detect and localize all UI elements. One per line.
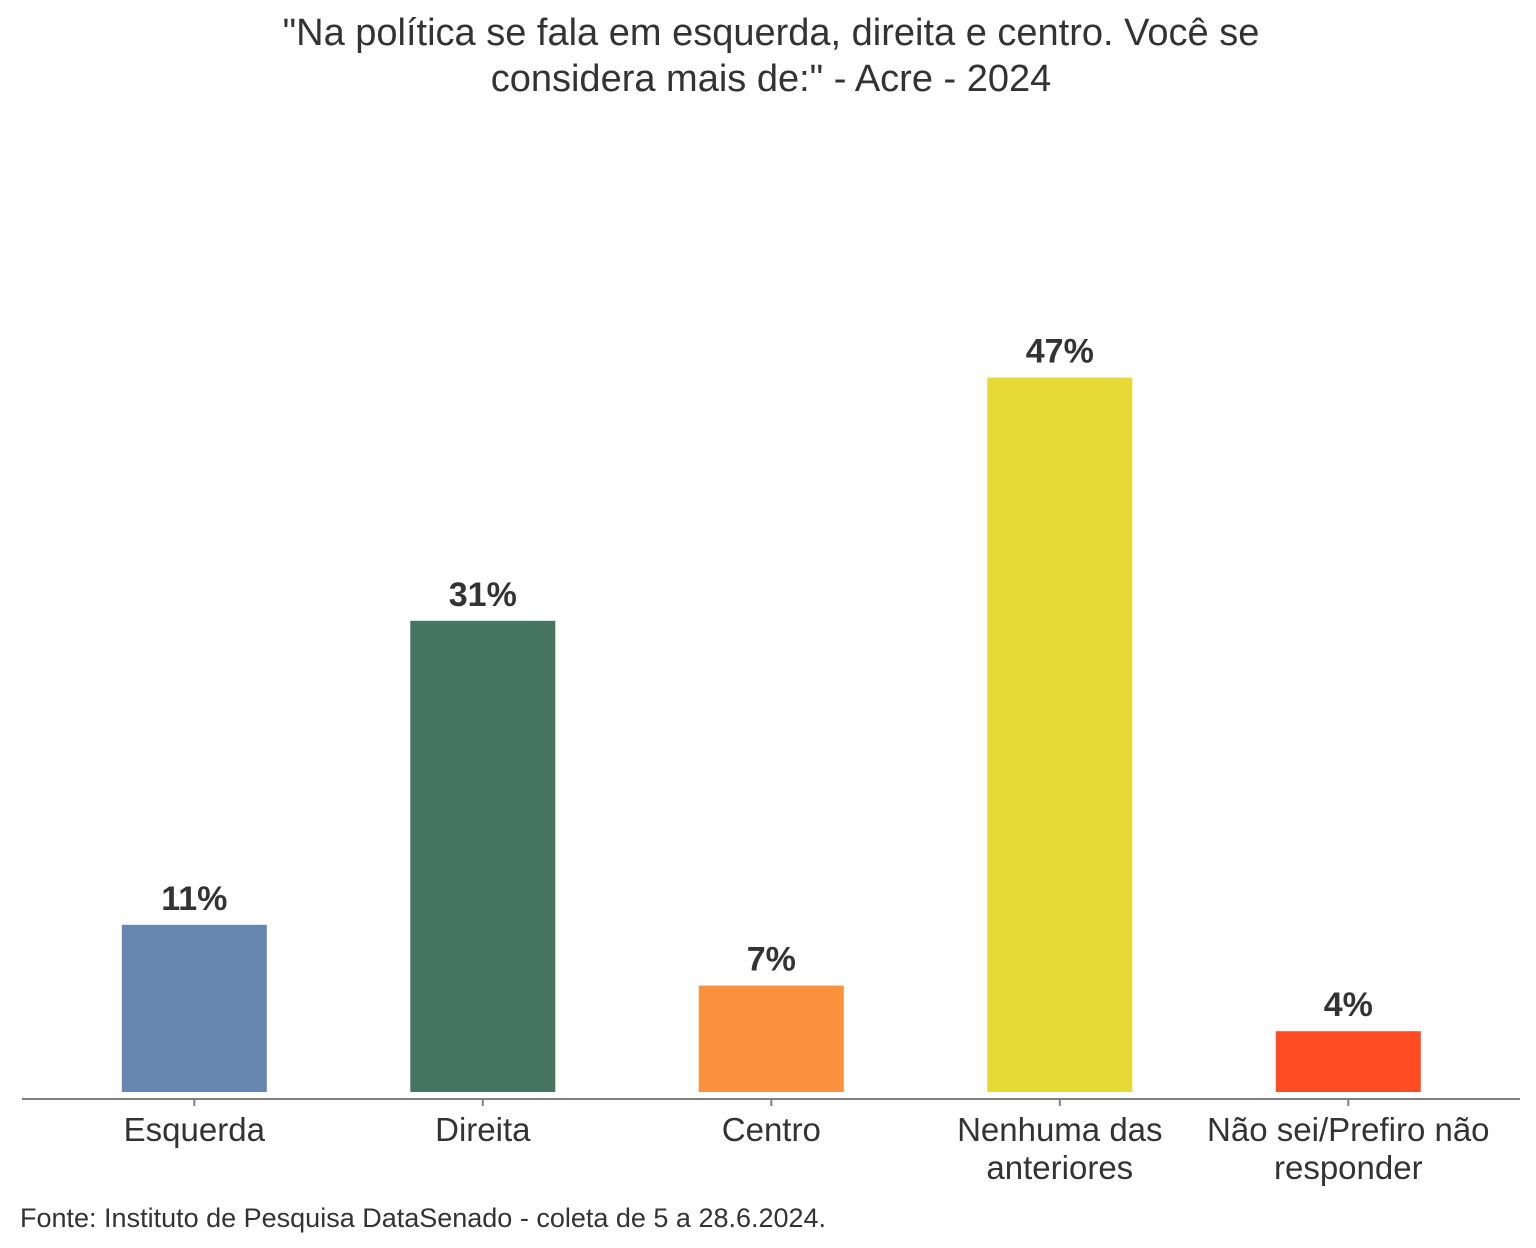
category-labels-group: Esquerda Direita Centro Nenhuma das anterior…	[124, 1111, 1490, 1186]
chart-title: "Na política se fala em esquerda, direit…	[0, 10, 1536, 102]
bar-5	[1275, 1031, 1421, 1092]
chart-title-line-2: considera mais de:" - Acre - 2024	[490, 58, 1052, 100]
data-label-5: 4%	[1324, 986, 1373, 1024]
data-label-1: 11%	[161, 880, 227, 918]
bars-group	[121, 377, 1421, 1093]
bar-2	[410, 620, 556, 1092]
category-label-line: responder	[1274, 1149, 1423, 1186]
category-label-line: Centro	[722, 1111, 821, 1148]
category-label-line: Direita	[435, 1111, 531, 1148]
category-label-line: Esquerda	[124, 1111, 266, 1148]
category-label-line: anteriores	[986, 1149, 1133, 1186]
data-label-3: 7%	[747, 941, 796, 979]
chart-title-line-1: "Na política se fala em esquerda, direit…	[282, 12, 1260, 54]
category-label-3: Centro	[722, 1111, 821, 1148]
category-label-line: Nenhuma das	[957, 1111, 1162, 1148]
x-axis-ticks-group	[193, 1099, 1350, 1106]
bar-4	[987, 377, 1133, 1093]
category-label-5: Não sei/Prefiro não responder	[1207, 1111, 1489, 1186]
bar-1	[121, 924, 267, 1092]
bar-3	[698, 985, 844, 1092]
data-label-4: 47%	[1026, 333, 1094, 371]
category-label-2: Direita	[435, 1111, 531, 1148]
data-label-2: 31%	[449, 576, 517, 614]
data-labels-group: 11% 31% 7% 47% 4%	[161, 333, 1373, 1025]
category-label-line: Não sei/Prefiro não	[1207, 1111, 1489, 1148]
category-label-1: Esquerda	[124, 1111, 266, 1148]
category-label-4: Nenhuma das anteriores	[957, 1111, 1162, 1186]
source-note: Fonte: Instituto de Pesquisa DataSenado …	[20, 1203, 827, 1233]
